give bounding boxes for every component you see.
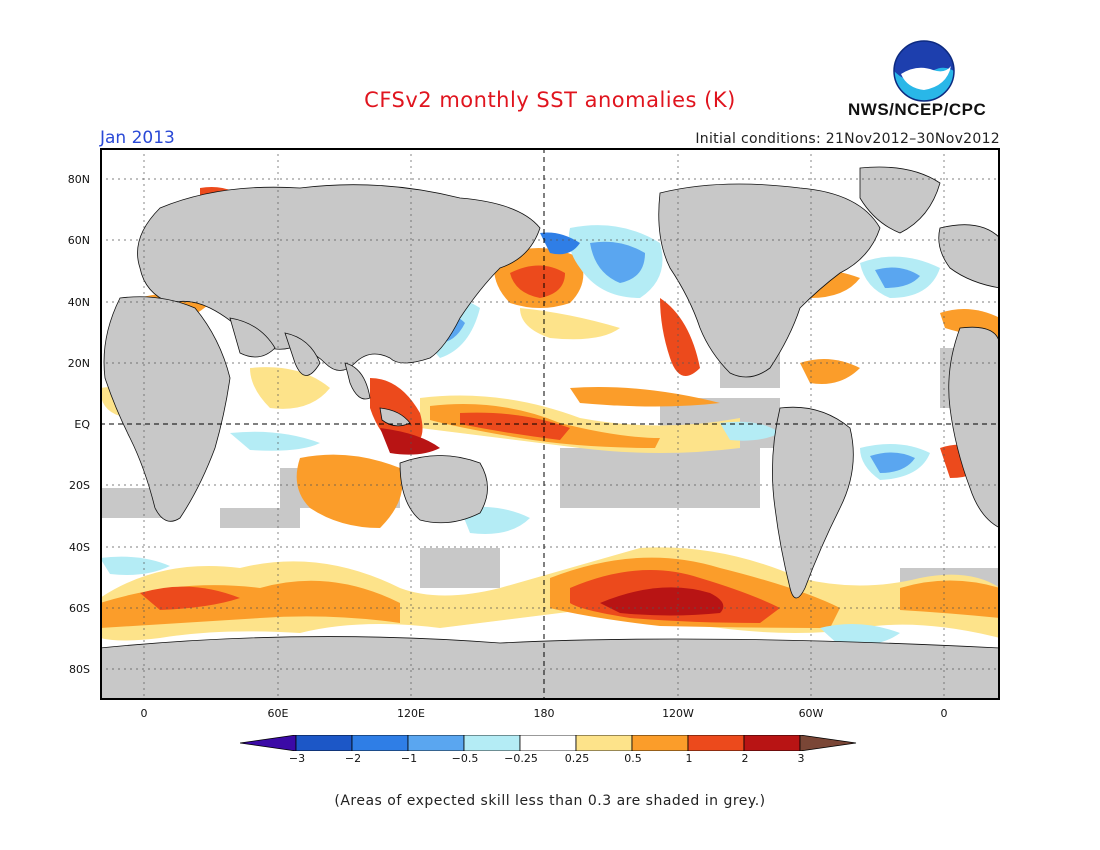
map-frame	[100, 148, 1000, 700]
colorbar-swatch	[687, 735, 745, 751]
colorbar-tick: −0.5	[451, 752, 479, 765]
map-title: CFSv2 monthly SST anomalies (K)	[364, 88, 736, 112]
sst-anomaly-map	[100, 148, 1000, 700]
colorbar-swatch	[351, 735, 409, 751]
lon-label: 120E	[397, 707, 425, 720]
colorbar-swatch	[295, 735, 353, 751]
lat-label: EQ	[74, 418, 90, 431]
lat-label: 40S	[69, 541, 90, 554]
agency-label: NWS/NCEP/CPC	[848, 100, 987, 119]
lat-label: 80S	[69, 663, 90, 676]
colorbar-swatch	[519, 735, 577, 751]
colorbar-tick: −2	[344, 752, 362, 765]
lon-label: 60E	[267, 707, 289, 720]
colorbar-tick: 3	[797, 752, 805, 765]
lat-label: 60S	[69, 602, 90, 615]
low-skill-note: (Areas of expected skill less than 0.3 a…	[334, 793, 766, 809]
warm-anomalies	[100, 187, 1000, 641]
colorbar-tick: 2	[741, 752, 749, 765]
lon-label: 120W	[662, 707, 694, 720]
colorbar-lower-extension	[240, 735, 297, 751]
forecast-month: Jan 2013	[100, 128, 175, 148]
lon-label: 60W	[798, 707, 824, 720]
colorbar-swatch	[463, 735, 521, 751]
lat-label: 80N	[67, 173, 90, 186]
colorbar-tick: 1	[685, 752, 693, 765]
colorbar-swatch	[575, 735, 633, 751]
colorbar-tick: −0.25	[504, 752, 538, 765]
initial-conditions: Initial conditions: 21Nov2012–30Nov2012	[695, 131, 1000, 147]
colorbar-swatch	[743, 735, 801, 751]
lat-label: 20N	[67, 357, 90, 370]
colorbar-tick: −1	[400, 752, 418, 765]
lat-label: 60N	[67, 234, 90, 247]
graticule	[100, 148, 1000, 700]
lat-label: 20S	[69, 479, 90, 492]
lon-label: 0	[940, 707, 948, 720]
colorbar-tick: 0.5	[624, 752, 642, 765]
colorbar	[240, 735, 857, 751]
noaa-logo-icon	[893, 40, 955, 102]
equator-dateline	[100, 148, 1000, 700]
colorbar-tick: 0.25	[564, 752, 590, 765]
colorbar-upper-extension	[799, 735, 857, 751]
land-masses	[100, 166, 1000, 700]
lat-label: 40N	[67, 296, 90, 309]
colorbar-swatch	[631, 735, 689, 751]
lon-label: 0	[140, 707, 148, 720]
lon-label: 180	[533, 707, 555, 720]
colorbar-swatch	[407, 735, 465, 751]
colorbar-tick: −3	[288, 752, 306, 765]
